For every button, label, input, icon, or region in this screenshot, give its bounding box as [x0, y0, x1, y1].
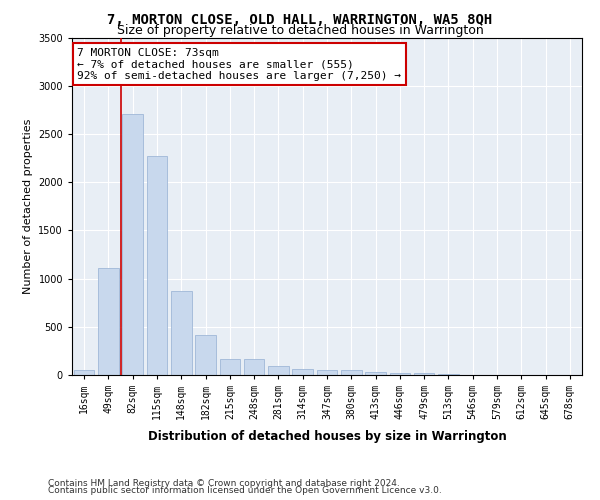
Bar [74, 370, 94, 375]
Bar [268, 366, 289, 375]
Bar [317, 370, 337, 375]
Bar [146, 156, 167, 375]
Bar [122, 114, 143, 375]
Bar [244, 358, 265, 375]
Text: Contains HM Land Registry data © Crown copyright and database right 2024.: Contains HM Land Registry data © Crown c… [48, 478, 400, 488]
X-axis label: Distribution of detached houses by size in Warrington: Distribution of detached houses by size … [148, 430, 506, 444]
Bar [414, 372, 434, 375]
Bar [389, 372, 410, 375]
Text: Contains public sector information licensed under the Open Government Licence v3: Contains public sector information licen… [48, 486, 442, 495]
Bar [341, 370, 362, 375]
Bar [292, 369, 313, 375]
Bar [438, 374, 459, 375]
Y-axis label: Number of detached properties: Number of detached properties [23, 118, 32, 294]
Bar [220, 358, 240, 375]
Bar [195, 334, 216, 375]
Bar [171, 291, 191, 375]
Bar [98, 268, 119, 375]
Text: 7 MORTON CLOSE: 73sqm
← 7% of detached houses are smaller (555)
92% of semi-deta: 7 MORTON CLOSE: 73sqm ← 7% of detached h… [77, 48, 401, 81]
Text: 7, MORTON CLOSE, OLD HALL, WARRINGTON, WA5 8QH: 7, MORTON CLOSE, OLD HALL, WARRINGTON, W… [107, 12, 493, 26]
Bar [365, 372, 386, 375]
Text: Size of property relative to detached houses in Warrington: Size of property relative to detached ho… [116, 24, 484, 37]
